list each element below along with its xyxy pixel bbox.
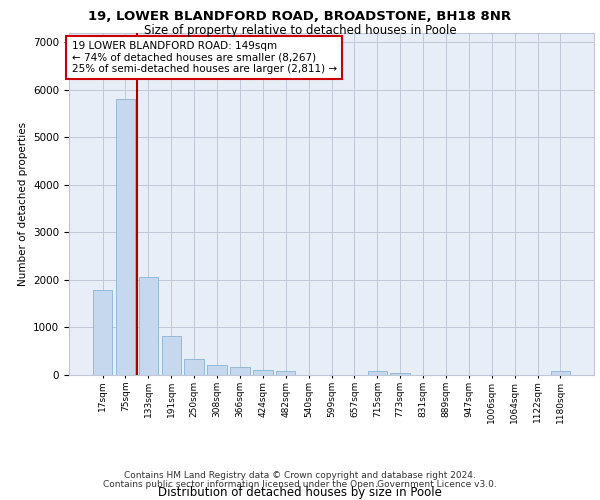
Bar bbox=[230, 367, 250, 375]
Bar bbox=[139, 277, 158, 375]
Bar bbox=[93, 290, 112, 375]
Text: Size of property relative to detached houses in Poole: Size of property relative to detached ho… bbox=[143, 24, 457, 37]
Text: 19 LOWER BLANDFORD ROAD: 149sqm
← 74% of detached houses are smaller (8,267)
25%: 19 LOWER BLANDFORD ROAD: 149sqm ← 74% of… bbox=[71, 41, 337, 74]
Bar bbox=[253, 370, 272, 375]
Bar bbox=[184, 359, 204, 375]
Bar bbox=[551, 371, 570, 375]
Text: Distribution of detached houses by size in Poole: Distribution of detached houses by size … bbox=[158, 486, 442, 499]
Text: Contains public sector information licensed under the Open Government Licence v3: Contains public sector information licen… bbox=[103, 480, 497, 489]
Bar bbox=[208, 366, 227, 375]
Bar bbox=[276, 371, 295, 375]
Bar bbox=[368, 371, 387, 375]
Y-axis label: Number of detached properties: Number of detached properties bbox=[17, 122, 28, 286]
Bar bbox=[161, 336, 181, 375]
Bar bbox=[116, 99, 135, 375]
Bar bbox=[391, 372, 410, 375]
Text: 19, LOWER BLANDFORD ROAD, BROADSTONE, BH18 8NR: 19, LOWER BLANDFORD ROAD, BROADSTONE, BH… bbox=[88, 10, 512, 23]
Text: Contains HM Land Registry data © Crown copyright and database right 2024.: Contains HM Land Registry data © Crown c… bbox=[124, 471, 476, 480]
